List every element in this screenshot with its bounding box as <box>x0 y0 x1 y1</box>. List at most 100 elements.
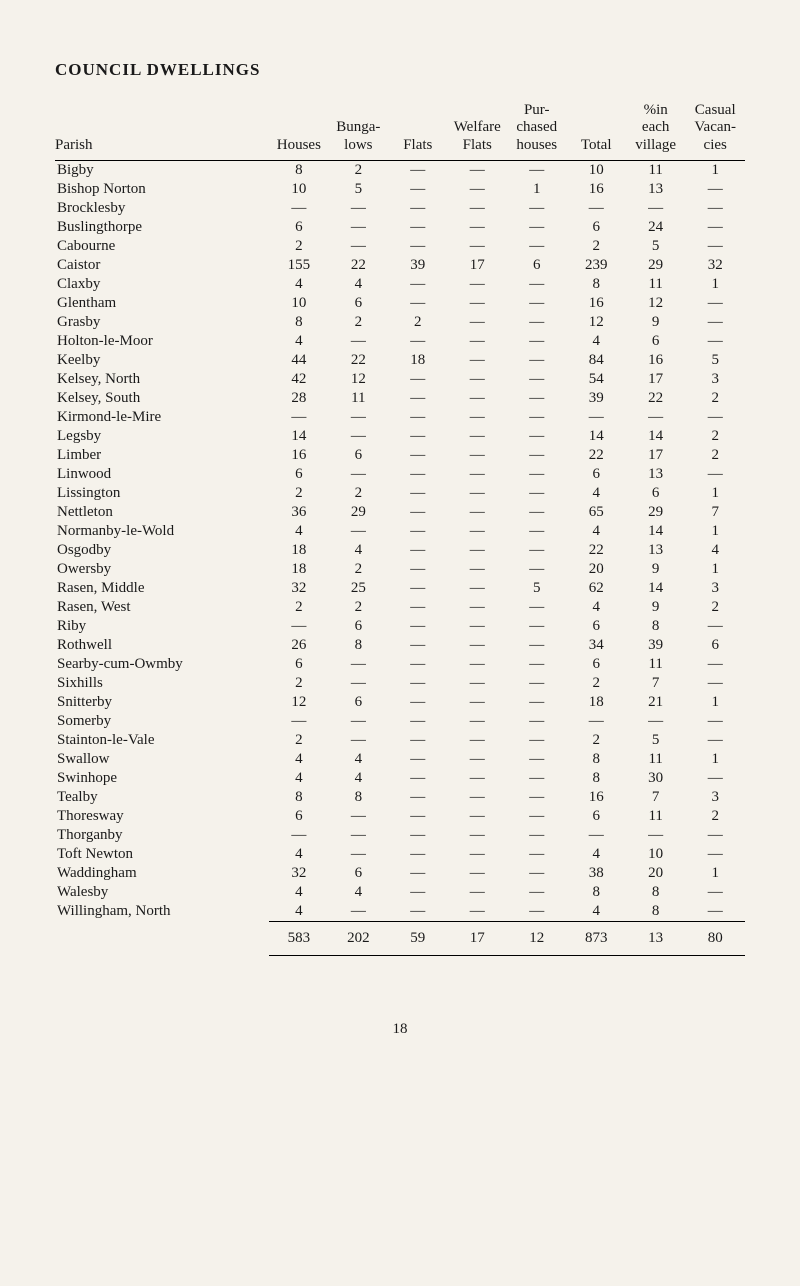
dwellings-table: Parish Houses Bunga- lows Flats <box>55 102 745 956</box>
cell-welfare_flats: — <box>448 769 507 788</box>
cell-houses: 155 <box>269 256 328 275</box>
cell-pct_village: 14 <box>626 522 685 541</box>
cell-bungalows: 25 <box>329 579 388 598</box>
cell-pct_village: 9 <box>626 313 685 332</box>
cell-houses: 28 <box>269 389 328 408</box>
cell-purchased: — <box>507 427 566 446</box>
cell-total: 84 <box>566 351 625 370</box>
cell-bungalows: — <box>329 655 388 674</box>
header-vac-l3: cies <box>685 137 745 154</box>
cell-total: 12 <box>566 313 625 332</box>
cell-bungalows: 8 <box>329 636 388 655</box>
cell-houses: 8 <box>269 313 328 332</box>
cell-bungalows: 5 <box>329 180 388 199</box>
cell-purchased: — <box>507 693 566 712</box>
header-vacancies: Casual Vacan- cies <box>685 102 745 160</box>
cell-houses: 10 <box>269 180 328 199</box>
cell-welfare_flats: — <box>448 731 507 750</box>
cell-vacancies: 1 <box>685 750 745 769</box>
table-row: Thoresway6————6112 <box>55 807 745 826</box>
cell-bungalows: — <box>329 408 388 427</box>
cell-purchased: — <box>507 294 566 313</box>
header-pct-l2: each <box>626 119 685 136</box>
cell-welfare_flats: — <box>448 902 507 922</box>
cell-purchased: — <box>507 617 566 636</box>
cell-vacancies: 1 <box>685 522 745 541</box>
cell-purchased: — <box>507 826 566 845</box>
cell-bungalows: 12 <box>329 370 388 389</box>
cell-vacancies: 6 <box>685 636 745 655</box>
cell-vacancies: 1 <box>685 275 745 294</box>
cell-flats: — <box>388 180 447 199</box>
cell-pct_village: 11 <box>626 160 685 180</box>
cell-bungalows: 6 <box>329 617 388 636</box>
header-purchased-l1: Pur- <box>507 102 566 119</box>
cell-vacancies: 3 <box>685 370 745 389</box>
cell-purchased: — <box>507 484 566 503</box>
cell-houses: 18 <box>269 560 328 579</box>
cell-welfare_flats: — <box>448 845 507 864</box>
cell-purchased: — <box>507 750 566 769</box>
cell-houses: 32 <box>269 864 328 883</box>
cell-purchased: — <box>507 218 566 237</box>
cell-bungalows: 6 <box>329 294 388 313</box>
cell-pct_village: 10 <box>626 845 685 864</box>
cell-flats: 18 <box>388 351 447 370</box>
header-pct-village: %in each village <box>626 102 685 160</box>
cell-houses: 2 <box>269 598 328 617</box>
header-houses-text: Houses <box>269 137 328 154</box>
cell-purchased: 1 <box>507 180 566 199</box>
cell-welfare_flats: — <box>448 503 507 522</box>
cell-vacancies: 1 <box>685 560 745 579</box>
cell-total: 8 <box>566 750 625 769</box>
table-row: Legsby14————14142 <box>55 427 745 446</box>
cell-total: 16 <box>566 788 625 807</box>
cell-bungalows: — <box>329 731 388 750</box>
cell-bungalows: 2 <box>329 484 388 503</box>
cell-houses: — <box>269 826 328 845</box>
cell-parish: Claxby <box>55 275 269 294</box>
cell-bungalows: 22 <box>329 256 388 275</box>
header-pct-l3: village <box>626 137 685 154</box>
cell-vacancies: — <box>685 180 745 199</box>
cell-bungalows: 4 <box>329 769 388 788</box>
cell-flats: — <box>388 503 447 522</box>
cell-flats: — <box>388 465 447 484</box>
cell-flats: — <box>388 674 447 693</box>
cell-purchased: — <box>507 598 566 617</box>
table-body: Bigby82———10111Bishop Norton105——11613—B… <box>55 160 745 956</box>
cell-welfare_flats: — <box>448 541 507 560</box>
cell-pct_village: 13 <box>626 180 685 199</box>
cell-welfare_flats: — <box>448 598 507 617</box>
cell-parish: Rasen, West <box>55 598 269 617</box>
cell-welfare_flats: — <box>448 484 507 503</box>
cell-parish: Limber <box>55 446 269 465</box>
cell-totals-purchased: 12 <box>507 922 566 956</box>
cell-bungalows: 4 <box>329 275 388 294</box>
cell-bungalows: 6 <box>329 693 388 712</box>
cell-flats: — <box>388 902 447 922</box>
cell-welfare_flats: — <box>448 693 507 712</box>
cell-totals-bungalows: 202 <box>329 922 388 956</box>
cell-pct_village: 8 <box>626 883 685 902</box>
cell-flats: — <box>388 655 447 674</box>
cell-total: 6 <box>566 465 625 484</box>
table-row: Tealby88———1673 <box>55 788 745 807</box>
cell-vacancies: 2 <box>685 389 745 408</box>
cell-houses: 44 <box>269 351 328 370</box>
cell-pct_village: — <box>626 712 685 731</box>
table-row: Holton-le-Moor4————46— <box>55 332 745 351</box>
cell-parish: Grasby <box>55 313 269 332</box>
table-row: Kelsey, North4212———54173 <box>55 370 745 389</box>
cell-vacancies: 1 <box>685 484 745 503</box>
cell-purchased: — <box>507 199 566 218</box>
cell-bungalows: — <box>329 807 388 826</box>
totals-row: 5832025917128731380 <box>55 922 745 956</box>
cell-flats: — <box>388 750 447 769</box>
table-row: Linwood6————613— <box>55 465 745 484</box>
cell-parish: Willingham, North <box>55 902 269 922</box>
cell-parish: Somerby <box>55 712 269 731</box>
cell-pct_village: 5 <box>626 237 685 256</box>
page-number: 18 <box>55 1021 745 1038</box>
cell-purchased: — <box>507 807 566 826</box>
